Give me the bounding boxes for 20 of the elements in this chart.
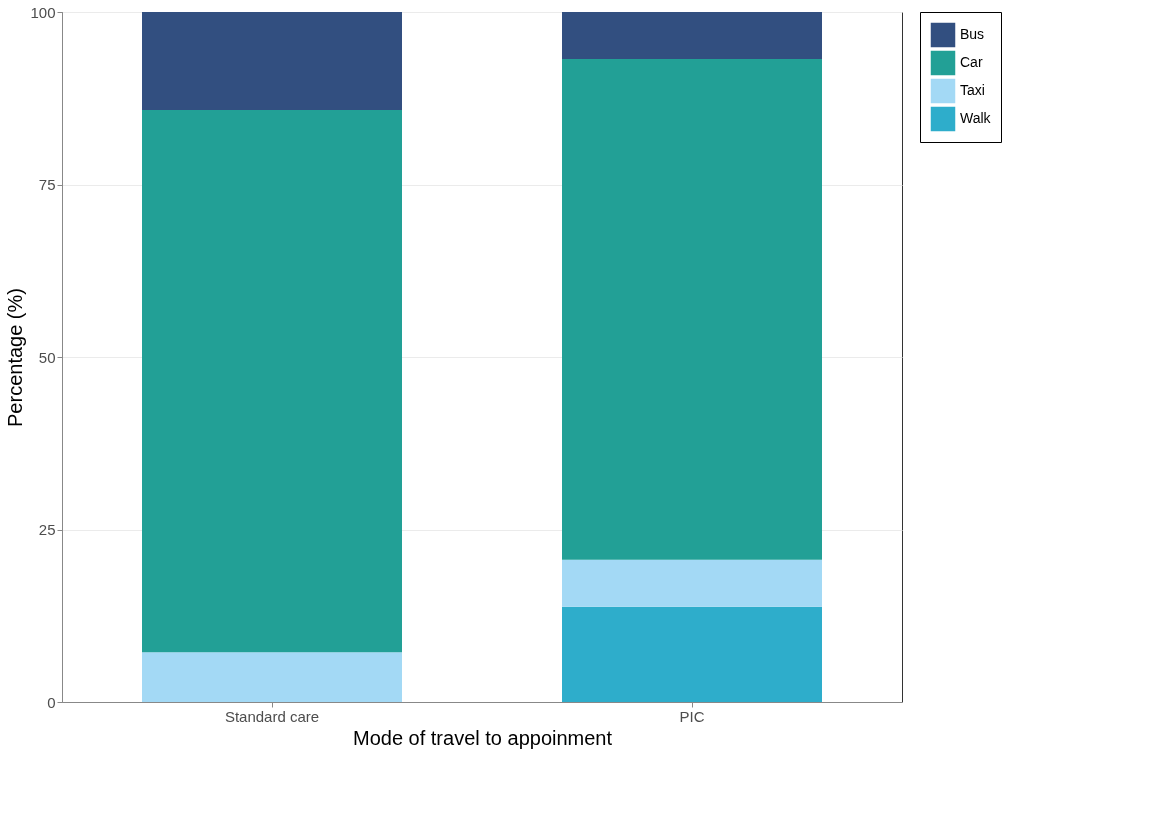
- y-tick-label: 25: [38, 521, 56, 538]
- legend-label: Bus: [960, 26, 985, 42]
- legend-label: Car: [960, 54, 983, 70]
- legend-label: Walk: [960, 110, 992, 126]
- bar: [142, 109, 402, 653]
- bar: [142, 652, 402, 702]
- x-axis-title: Mode of travel to appoinment: [352, 726, 613, 749]
- bar: [142, 12, 402, 110]
- y-tick-label: 50: [38, 348, 56, 366]
- y-axis-title: Percentage (%): [4, 288, 27, 427]
- legend-label: Taxi: [960, 82, 985, 98]
- bar: [562, 12, 822, 59]
- x-tick-label: PIC: [679, 707, 705, 725]
- bar: [562, 58, 822, 560]
- y-tick-label: 100: [30, 3, 56, 21]
- bar: [562, 606, 822, 702]
- bar: [562, 559, 822, 607]
- y-tick-label: 75: [38, 176, 56, 193]
- x-tick-label: Standard care: [224, 707, 320, 725]
- y-tick-label: 0: [47, 693, 56, 711]
